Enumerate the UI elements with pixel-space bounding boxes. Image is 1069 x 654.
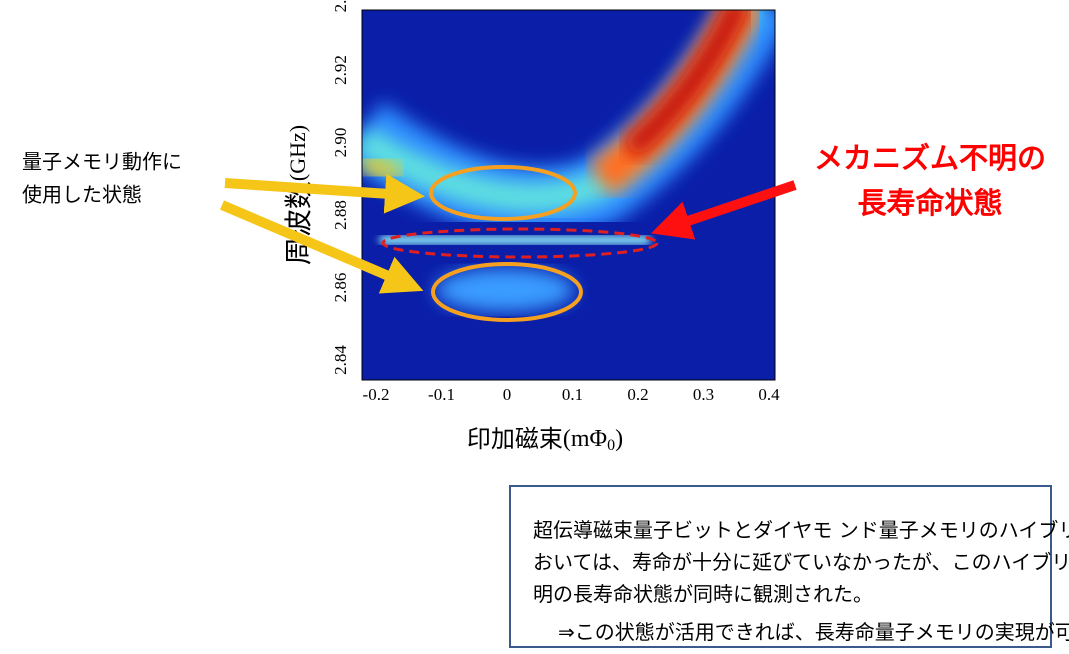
heatmap — [362, 10, 775, 380]
caption-box — [509, 485, 1052, 648]
caption-line: ⇒この状態が活用できれば、長寿命量子メモリの実現が可能に！ — [558, 620, 1069, 644]
annotation: 量子メモリ動作に — [22, 150, 182, 174]
x-tick-label: 0.1 — [562, 385, 583, 404]
x-tick-label: 0 — [503, 385, 512, 404]
x-tick-label: 0.4 — [758, 385, 780, 404]
caption-line: おいては、寿命が十分に延びていなかったが、このハイブリッド系では、メカニズム不 — [533, 550, 1069, 574]
x-tick-label: -0.1 — [428, 385, 455, 404]
ellipse — [381, 227, 659, 259]
x-label: 印加磁束(mΦ0) — [467, 425, 623, 454]
x-tick-label: -0.2 — [363, 385, 390, 404]
y-tick-label: 2.90 — [331, 128, 350, 158]
y-tick-label: 2.86 — [331, 273, 350, 303]
caption-line: 超伝導磁束量子ビットとダイヤモ ンド量子メモリのハイブリッド系の量子メモリ動作に — [533, 518, 1069, 542]
caption-line: 明の長寿命状態が同時に観測された。 — [533, 582, 873, 606]
x-tick-label: 0.2 — [627, 385, 648, 404]
y-tick-label: 2.94 — [331, 0, 350, 12]
ellipse — [429, 165, 577, 221]
ellipse — [431, 262, 583, 322]
annotation: 長寿命状態 — [857, 186, 1002, 220]
y-tick-label: 2.88 — [331, 200, 350, 230]
arrow — [220, 200, 424, 294]
annotation: 使用した状態 — [22, 183, 142, 207]
arrow — [224, 173, 425, 214]
y-label: 周波数(GHz) — [282, 125, 315, 265]
y-tick-label: 2.92 — [331, 55, 350, 85]
x-tick-label: 0.3 — [693, 385, 714, 404]
arrow — [651, 180, 797, 240]
y-tick-label: 2.84 — [331, 345, 350, 375]
annotation: メカニズム不明の — [814, 141, 1046, 175]
